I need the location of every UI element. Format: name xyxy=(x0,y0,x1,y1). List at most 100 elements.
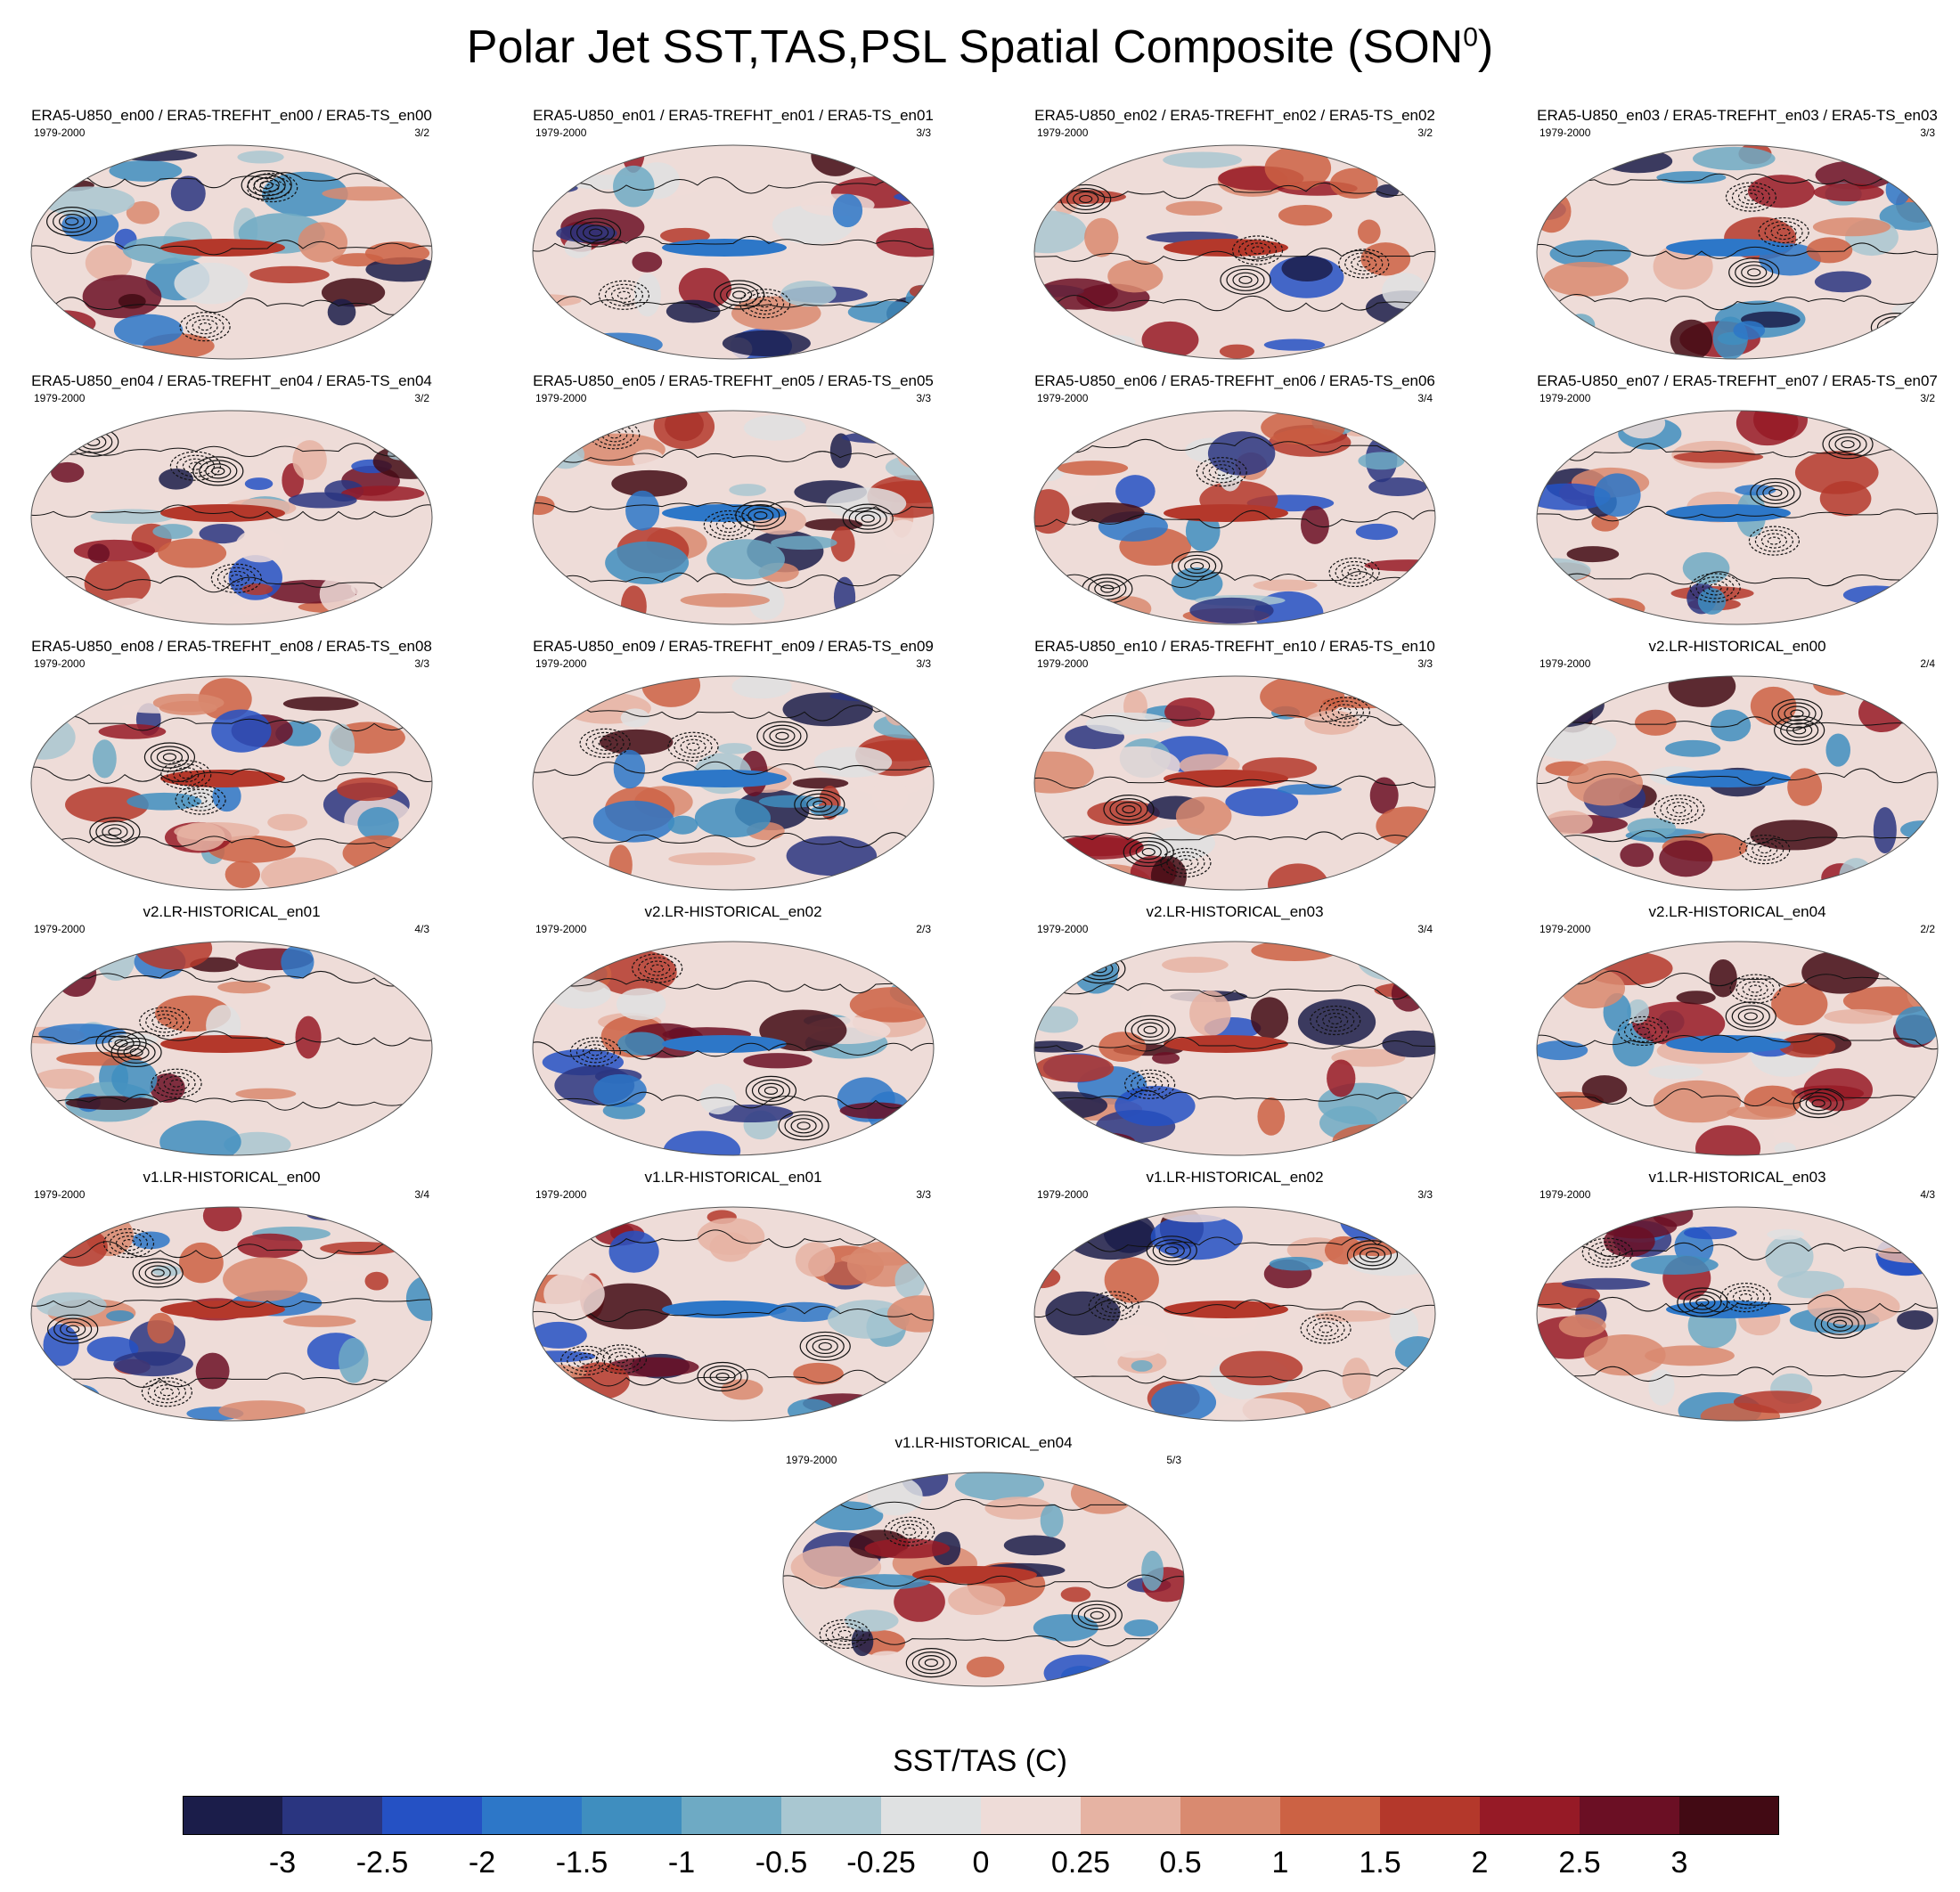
anomaly-shading xyxy=(342,835,416,871)
anomaly-shading xyxy=(1873,807,1897,854)
panel-years: 1979-2000 xyxy=(535,923,587,935)
panel-years: 1979-2000 xyxy=(1037,1188,1089,1201)
anomaly-shading xyxy=(1152,1052,1180,1064)
psl-contour xyxy=(109,1232,149,1255)
anomaly-shading xyxy=(1648,1064,1703,1080)
anomaly-shading xyxy=(1034,1054,1115,1082)
anomaly-shading xyxy=(592,800,675,843)
psl-contour xyxy=(715,1372,730,1382)
anomaly-shading xyxy=(1115,475,1156,508)
anomaly-shading xyxy=(1171,567,1223,600)
anomaly-shading xyxy=(1034,436,1070,482)
anomaly-shading xyxy=(786,836,878,877)
psl-contour xyxy=(715,517,742,534)
psl-contour-line xyxy=(31,1031,432,1047)
map-panel: ERA5-U850_en05 / ERA5-TREFHT_en05 / ERA5… xyxy=(502,372,965,631)
anomaly-shading xyxy=(1034,210,1087,254)
psl-contour xyxy=(582,224,609,241)
panel-years: 1979-2000 xyxy=(1539,126,1591,139)
panel-title: ERA5-U850_en05 / ERA5-TREFHT_en05 / ERA5… xyxy=(533,372,934,389)
anomaly-shading xyxy=(1813,183,1884,202)
psl-contour xyxy=(1319,1325,1333,1333)
map-panel: ERA5-U850_en02 / ERA5-TREFHT_en02 / ERA5… xyxy=(1003,107,1466,365)
anomaly-shading xyxy=(341,485,425,502)
anomaly-shading xyxy=(571,1407,660,1421)
psl-contour xyxy=(1776,227,1791,237)
anomaly-shading xyxy=(1107,259,1164,293)
map-outline xyxy=(1033,410,1436,625)
anomaly-shading xyxy=(1627,999,1650,1023)
psl-contour xyxy=(1143,1025,1157,1034)
map-projection xyxy=(30,1206,433,1422)
psl-contour xyxy=(95,1028,147,1058)
anomaly-shading xyxy=(1676,991,1716,1005)
anomaly-shading xyxy=(1825,733,1851,767)
psl-contour xyxy=(1109,798,1148,821)
anomaly-shading xyxy=(668,852,755,866)
psl-contour xyxy=(156,749,184,765)
map-outline xyxy=(30,941,433,1156)
psl-contour-line xyxy=(31,504,432,521)
psl-contour xyxy=(1341,564,1368,581)
anomaly-shading xyxy=(1389,1308,1419,1347)
psl-contour xyxy=(1100,1298,1127,1314)
map-outline xyxy=(532,675,935,891)
psl-contour-line xyxy=(783,1574,1184,1589)
psl-contour xyxy=(157,1072,196,1095)
panel-years: 1979-2000 xyxy=(1037,126,1089,139)
anomaly-shading xyxy=(876,227,934,257)
psl-contour xyxy=(1719,1283,1771,1313)
anomaly-shading xyxy=(345,1400,424,1415)
psl-contour xyxy=(1594,1244,1621,1260)
psl-contour xyxy=(1122,805,1136,814)
psl-contour xyxy=(1748,984,1762,993)
anomaly-shading xyxy=(1150,1214,1243,1260)
psl-contour xyxy=(1090,1611,1104,1619)
anomaly-shading xyxy=(1034,751,1094,794)
colorbar-tick-label: 1 xyxy=(1271,1846,1289,1880)
anomaly-shading xyxy=(1882,583,1938,615)
anomaly-shading xyxy=(887,1295,934,1333)
anomaly-shading xyxy=(885,453,934,481)
panel-title: v2.LR-HISTORICAL_en02 xyxy=(644,903,822,920)
panel-years: 1979-2000 xyxy=(1037,923,1089,935)
anomaly-shading xyxy=(716,743,752,754)
panel-title: v1.LR-HISTORICAL_en01 xyxy=(644,1169,822,1186)
psl-contour xyxy=(1214,468,1229,477)
anomaly-shading xyxy=(1915,436,1938,465)
map-projection xyxy=(30,144,433,360)
psl-contour xyxy=(576,221,616,244)
panel-count: 3/3 xyxy=(916,1188,931,1201)
anomaly-shading xyxy=(338,1338,369,1383)
anomaly-shading xyxy=(616,988,666,1021)
psl-contour xyxy=(1208,464,1235,480)
psl-contour xyxy=(1708,583,1722,592)
anomaly-shading xyxy=(535,699,571,728)
anomaly-shading xyxy=(1085,712,1172,735)
anomaly-shading xyxy=(43,186,135,217)
psl-contour xyxy=(1232,272,1259,288)
psl-contour xyxy=(115,1236,143,1252)
anomaly-shading xyxy=(885,697,911,726)
panel-count: 5/3 xyxy=(1166,1454,1181,1466)
anomaly-shading xyxy=(217,981,271,994)
panel-title: ERA5-U850_en06 / ERA5-TREFHT_en06 / ERA5… xyxy=(1034,372,1435,389)
psl-contour xyxy=(247,172,298,203)
psl-contour xyxy=(812,1338,838,1355)
panel-count: 4/3 xyxy=(1920,1188,1935,1201)
psl-contour xyxy=(1158,1243,1185,1259)
anomaly-shading xyxy=(1327,1059,1356,1097)
map-panel: ERA5-U850_en06 / ERA5-TREFHT_en06 / ERA5… xyxy=(1003,372,1466,631)
psl-contour xyxy=(1660,798,1699,821)
psl-contour xyxy=(1826,1316,1853,1332)
psl-contour xyxy=(241,170,292,200)
psl-contour-line xyxy=(1034,295,1435,312)
equatorial-anomaly xyxy=(160,1301,285,1318)
anomaly-shading xyxy=(109,159,183,182)
colorbar-segment xyxy=(1480,1796,1580,1835)
map-projection xyxy=(1033,675,1436,891)
anomaly-shading xyxy=(546,440,585,469)
anomaly-shading xyxy=(1682,551,1730,584)
equatorial-anomaly xyxy=(662,239,787,257)
anomaly-shading xyxy=(706,539,786,580)
